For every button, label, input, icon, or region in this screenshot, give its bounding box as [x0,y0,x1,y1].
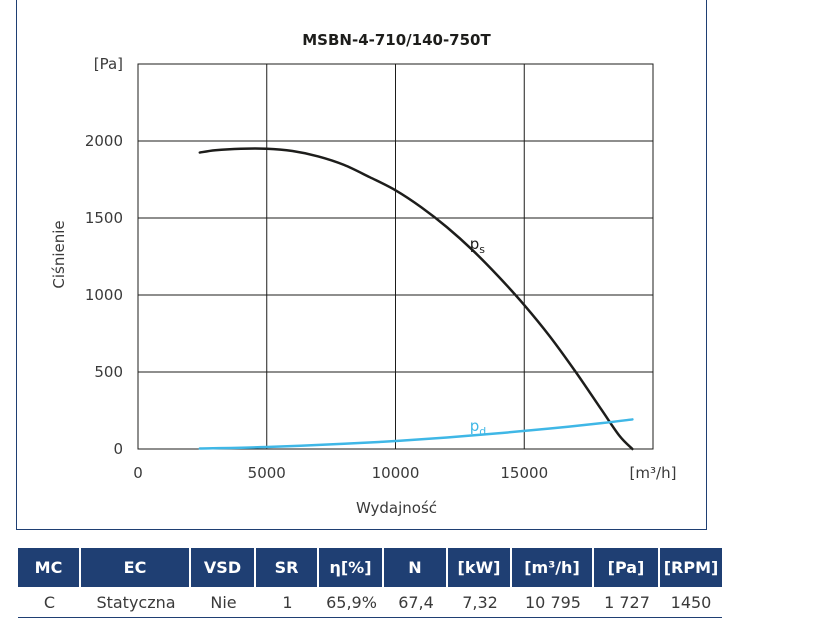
x-axis-label: Wydajność [356,499,437,517]
cell-pressure: 1 727 [594,587,660,618]
fan-curve-chart: MSBN-4-710/140-750T 0 500 1000 1500 2000 [Pa] 0… [50,31,677,517]
series-line-ps [198,147,634,451]
x-tick-label: 15000 [500,464,548,482]
cell-ec: Statyczna [81,587,191,618]
y-tick-label: 0 [113,440,123,458]
chart-title: MSBN-4-710/140-750T [302,31,491,49]
fan-parameters-table: MC EC VSD SR η[%] N [kW] [m³/h] [Pa] [RP… [18,548,722,618]
series-label-pd: pd [470,417,487,438]
header-pressure: [Pa] [594,548,660,587]
header-n: N [384,548,448,587]
header-power: [kW] [448,548,512,587]
header-sr: SR [256,548,319,587]
y-tick-label: 1000 [85,286,123,304]
y-axis-label: Ciśnienie [50,220,68,288]
header-ec: EC [81,548,191,587]
cell-vsd: Nie [191,587,256,618]
y-unit-label: [Pa] [94,55,123,73]
header-rpm: [RPM] [660,548,722,587]
y-tick-label: 1500 [85,209,123,227]
table-header-row: MC EC VSD SR η[%] N [kW] [m³/h] [Pa] [RP… [18,548,722,587]
y-tick-label: 2000 [85,132,123,150]
x-tick-label: 5000 [248,464,286,482]
cell-power: 7,32 [448,587,512,618]
header-flow: [m³/h] [512,548,594,587]
cell-n: 67,4 [384,587,448,618]
cell-rpm: 1450 [660,587,722,618]
x-tick-label: 0 [133,464,143,482]
header-vsd: VSD [191,548,256,587]
x-tick-label: 10000 [372,464,420,482]
cell-flow: 10 795 [512,587,594,618]
x-unit-label: [m³/h] [630,464,677,482]
series-line-pd [198,418,634,450]
table-row: C Statyczna Nie 1 65,9% 67,4 7,32 10 795… [18,587,722,618]
header-efficiency: η[%] [319,548,384,587]
chart-frame: MSBN-4-710/140-750T 0 500 1000 1500 2000 [Pa] 0… [16,0,707,530]
header-mc: MC [18,548,81,587]
cell-efficiency: 65,9% [319,587,384,618]
series-label-ps: ps [470,235,486,256]
y-tick-label: 500 [94,363,123,381]
cell-sr: 1 [256,587,319,618]
cell-mc: C [18,587,81,618]
